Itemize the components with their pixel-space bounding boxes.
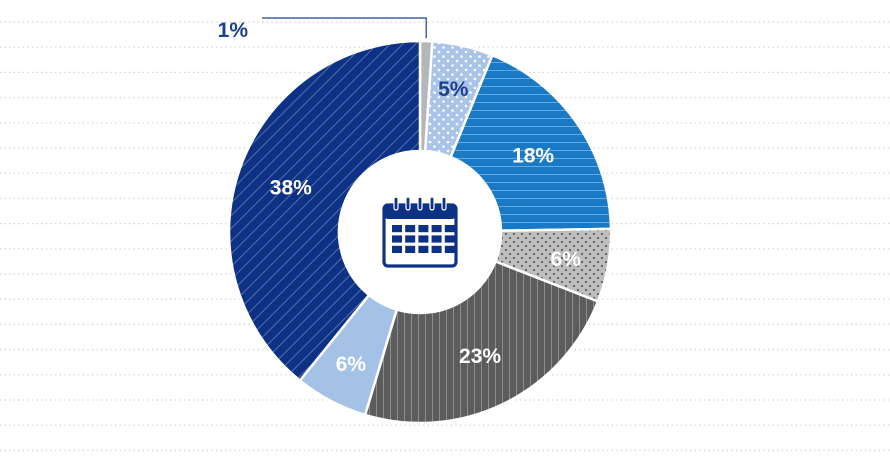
slice-label-5: 23%: [459, 345, 501, 368]
slice-label-3: 18%: [512, 145, 554, 168]
calendar-icon: [382, 196, 458, 268]
slice-3: [449, 53, 613, 232]
slice-label-1: 1%: [218, 19, 249, 42]
slice-7: [227, 39, 422, 383]
callout-line: [262, 17, 427, 39]
slice-5: [363, 259, 600, 425]
donut-slices: [227, 39, 613, 425]
slice-label-4: 6%: [551, 248, 582, 271]
donut-center: [340, 152, 500, 312]
background-gridlines: [0, 21, 890, 451]
slice-labels: 1% 5% 18% 6% 23% 6% 38%: [218, 17, 582, 376]
slice-label-2: 5%: [438, 78, 469, 101]
slice-label-6: 6%: [336, 353, 367, 376]
slice-label-7: 38%: [270, 176, 312, 199]
